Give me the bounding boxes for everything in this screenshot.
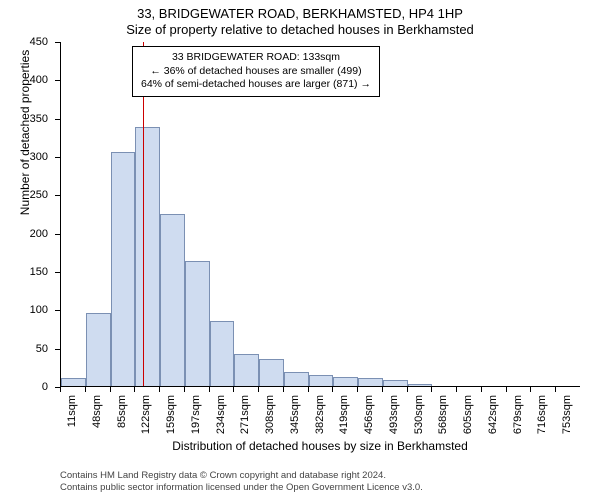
x-tick-label: 122sqm: [140, 395, 152, 445]
x-tick-label: 642sqm: [487, 395, 499, 445]
x-tick-mark: [382, 387, 383, 392]
histogram-bar: [86, 313, 111, 386]
annotation-line3: 64% of semi-detached houses are larger (…: [141, 78, 371, 92]
y-tick-label: 100: [0, 304, 48, 316]
x-tick-mark: [506, 387, 507, 392]
y-tick-label: 50: [0, 343, 48, 355]
histogram-bar: [408, 384, 433, 386]
x-tick-label: 234sqm: [215, 395, 227, 445]
x-tick-label: 382sqm: [314, 395, 326, 445]
x-tick-mark: [134, 387, 135, 392]
histogram-bar: [284, 372, 309, 386]
x-tick-mark: [456, 387, 457, 392]
x-tick-label: 679sqm: [512, 395, 524, 445]
license-text: Contains HM Land Registry data © Crown c…: [60, 470, 423, 494]
x-tick-mark: [233, 387, 234, 392]
histogram-bar: [383, 380, 408, 386]
annotation-line2: ← 36% of detached houses are smaller (49…: [141, 65, 371, 79]
y-tick-label: 0: [0, 381, 48, 393]
chart-container: 33, BRIDGEWATER ROAD, BERKHAMSTED, HP4 1…: [0, 0, 600, 500]
y-tick-mark: [55, 42, 60, 43]
histogram-bar: [210, 321, 235, 386]
y-tick-label: 150: [0, 266, 48, 278]
x-tick-label: 530sqm: [413, 395, 425, 445]
x-tick-mark: [431, 387, 432, 392]
x-tick-mark: [332, 387, 333, 392]
x-tick-label: 716sqm: [536, 395, 548, 445]
x-tick-mark: [85, 387, 86, 392]
x-tick-mark: [481, 387, 482, 392]
x-tick-label: 753sqm: [561, 395, 573, 445]
y-tick-label: 300: [0, 151, 48, 163]
x-tick-mark: [209, 387, 210, 392]
y-tick-mark: [55, 119, 60, 120]
license-line2: Contains public sector information licen…: [60, 482, 423, 494]
y-tick-mark: [55, 80, 60, 81]
x-tick-mark: [407, 387, 408, 392]
x-tick-label: 159sqm: [165, 395, 177, 445]
histogram-bar: [333, 377, 358, 386]
histogram-bar: [358, 378, 383, 386]
x-tick-label: 493sqm: [388, 395, 400, 445]
annotation-box: 33 BRIDGEWATER ROAD: 133sqm ← 36% of det…: [132, 46, 380, 97]
x-tick-label: 456sqm: [363, 395, 375, 445]
y-tick-label: 450: [0, 36, 48, 48]
x-tick-label: 85sqm: [116, 395, 128, 445]
y-tick-mark: [55, 157, 60, 158]
x-tick-mark: [159, 387, 160, 392]
x-tick-label: 308sqm: [264, 395, 276, 445]
y-tick-mark: [55, 272, 60, 273]
x-tick-label: 197sqm: [190, 395, 202, 445]
license-line1: Contains HM Land Registry data © Crown c…: [60, 470, 423, 482]
x-tick-label: 605sqm: [462, 395, 474, 445]
y-tick-label: 350: [0, 113, 48, 125]
x-tick-label: 271sqm: [239, 395, 251, 445]
x-tick-label: 419sqm: [338, 395, 350, 445]
y-tick-label: 400: [0, 74, 48, 86]
x-tick-label: 48sqm: [91, 395, 103, 445]
x-tick-mark: [357, 387, 358, 392]
x-tick-mark: [283, 387, 284, 392]
histogram-bar: [309, 375, 334, 386]
histogram-bar: [111, 152, 136, 386]
x-tick-mark: [184, 387, 185, 392]
x-tick-mark: [555, 387, 556, 392]
x-tick-label: 568sqm: [437, 395, 449, 445]
y-tick-mark: [55, 349, 60, 350]
x-tick-label: 345sqm: [289, 395, 301, 445]
y-tick-mark: [55, 310, 60, 311]
x-tick-mark: [110, 387, 111, 392]
x-tick-mark: [60, 387, 61, 392]
x-tick-mark: [308, 387, 309, 392]
y-tick-mark: [55, 195, 60, 196]
x-tick-mark: [258, 387, 259, 392]
x-tick-mark: [530, 387, 531, 392]
histogram-bar: [259, 359, 284, 386]
histogram-bar: [61, 378, 86, 386]
histogram-bar: [185, 261, 210, 386]
chart-title-line2: Size of property relative to detached ho…: [0, 22, 600, 38]
y-tick-mark: [55, 234, 60, 235]
histogram-bar: [160, 214, 185, 387]
y-tick-label: 250: [0, 189, 48, 201]
y-tick-label: 200: [0, 228, 48, 240]
x-tick-label: 11sqm: [66, 395, 78, 445]
histogram-bar: [234, 354, 259, 386]
chart-title-line1: 33, BRIDGEWATER ROAD, BERKHAMSTED, HP4 1…: [0, 6, 600, 22]
annotation-line1: 33 BRIDGEWATER ROAD: 133sqm: [141, 51, 371, 65]
histogram-bar: [135, 127, 160, 386]
